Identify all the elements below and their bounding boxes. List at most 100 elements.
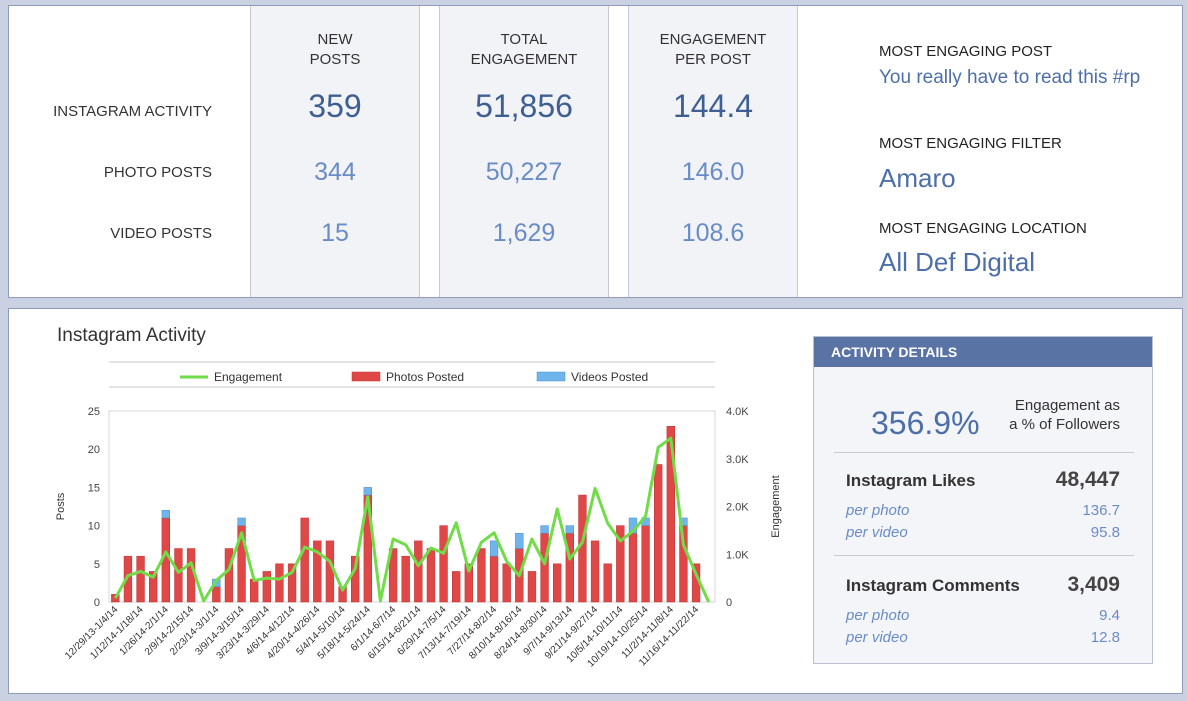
photos-bar	[502, 563, 511, 603]
photos-bar	[616, 525, 625, 603]
likes-label: Instagram Likes	[846, 471, 976, 490]
legend-photos-label: Photos Posted	[386, 370, 464, 384]
photos-bar	[275, 563, 284, 603]
videos-bar	[237, 517, 246, 526]
y-tick-label: 25	[88, 406, 100, 418]
photos-bar	[325, 540, 335, 603]
column-new-posts: NEW POSTS 359 344 15	[250, 6, 420, 297]
photos-bar	[553, 563, 562, 603]
comments-per-photo-value: 9.4	[1099, 607, 1120, 624]
photos-bar	[628, 532, 638, 603]
engagement-percent-label-line: Engagement as	[1014, 397, 1120, 414]
photos-bar	[287, 563, 297, 603]
y-tick-label: 5	[94, 559, 100, 571]
photos-bar	[313, 540, 322, 603]
most-engaging-location-value: All Def Digital	[879, 247, 1036, 277]
y-axis-title: Posts	[55, 492, 67, 520]
photos-bar	[452, 571, 461, 603]
videos-bar	[540, 525, 549, 534]
videos-bar	[161, 510, 170, 519]
new-posts-total: 359	[308, 88, 362, 124]
likes-per-photo-value: 136.7	[1082, 502, 1120, 519]
photos-bar	[439, 525, 448, 603]
videos-bar	[565, 525, 574, 534]
activity-chart: Engagement Photos Posted Videos Posted 0 5 10…	[55, 361, 782, 670]
photos-bar	[149, 571, 158, 603]
y2-tick-label: 2.0K	[726, 502, 749, 514]
photos-bar	[401, 555, 410, 603]
photos-bar	[540, 532, 549, 603]
comments-per-video-label: per video	[846, 629, 908, 646]
divider	[834, 555, 1134, 556]
engagement-per-post-video: 108.6	[681, 219, 745, 247]
legend-videos-label: Videos Posted	[571, 370, 648, 384]
photos-bar	[136, 555, 145, 603]
photos-bar	[262, 571, 271, 603]
photos-bar	[250, 578, 259, 603]
photos-bar	[174, 548, 183, 603]
column-header: NEW POSTS	[251, 30, 419, 70]
photos-bar	[212, 586, 221, 603]
photos-bar	[654, 464, 663, 603]
chart-title: Instagram Activity	[57, 325, 206, 346]
photos-bar	[590, 540, 600, 603]
y-tick-label: 20	[88, 444, 100, 456]
activity-panel: Instagram Activity Engagement Photos Post…	[8, 308, 1183, 694]
photos-bar	[123, 555, 133, 603]
y-tick-label: 15	[88, 482, 100, 494]
videos-bar	[363, 487, 372, 496]
divider	[834, 452, 1134, 453]
likes-total: 48,447	[1055, 468, 1120, 491]
photos-bar	[388, 548, 398, 603]
column-engagement-per-post: ENGAGEMENT PER POST 144.4 146.0 108.6	[628, 6, 798, 297]
comments-per-photo-label: per photo	[846, 607, 910, 624]
activity-details-header: ACTIVITY DETAILS	[814, 337, 1152, 367]
comments-label: Instagram Comments	[846, 576, 1020, 595]
most-engaging-post-link[interactable]: You really have to read this #rp	[879, 67, 1141, 88]
photos-bar	[224, 548, 234, 603]
videos-bar	[515, 532, 524, 549]
y2-axis-title: Engagement	[770, 475, 782, 537]
likes-per-photo-label: per photo	[846, 502, 910, 519]
legend-videos-swatch	[536, 371, 566, 382]
likes-per-video-value: 95.8	[1090, 524, 1120, 541]
photos-bar	[578, 494, 587, 603]
photos-bar	[300, 517, 309, 603]
engagement-percent-label: Engagement as a % of Followers	[960, 396, 1120, 434]
photos-bar	[426, 548, 436, 603]
engagement-percent-label-line: a % of Followers	[1009, 416, 1120, 433]
y-tick-label: 0	[94, 597, 100, 609]
column-header-line: NEW	[317, 31, 353, 48]
row-label-video-posts: VIDEO POSTS	[110, 225, 212, 242]
new-posts-photo: 344	[314, 158, 356, 186]
column-header: TOTAL ENGAGEMENT	[440, 30, 608, 70]
most-engaging-post-label: MOST ENGAGING POST	[879, 43, 1053, 60]
activity-details-box: ACTIVITY DETAILS 356.9% Engagement as a …	[813, 336, 1153, 664]
row-label-instagram-activity: INSTAGRAM ACTIVITY	[53, 103, 212, 120]
y2-tick-label: 1.0K	[726, 549, 749, 561]
comments-per-video-value: 12.8	[1090, 629, 1120, 646]
column-header-line: PER POST	[675, 51, 751, 68]
videos-bar	[489, 540, 499, 557]
column-header-line: TOTAL	[500, 31, 548, 48]
photos-bar	[603, 563, 612, 603]
most-engaging-location-label: MOST ENGAGING LOCATION	[879, 220, 1087, 237]
photos-bar	[477, 548, 486, 603]
legend-photos-swatch	[351, 371, 381, 382]
column-header-line: POSTS	[309, 51, 361, 68]
photos-bar	[641, 525, 650, 603]
y2-tick-label: 4.0K	[726, 406, 749, 418]
y2-tick-label: 3.0K	[726, 454, 749, 466]
y-tick-label: 10	[88, 521, 100, 533]
comments-total: 3,409	[1067, 573, 1120, 596]
legend-engagement-label: Engagement	[214, 370, 283, 384]
column-header-line: ENGAGEMENT	[659, 31, 767, 48]
photos-bar	[666, 426, 675, 603]
summary-panel: INSTAGRAM ACTIVITY PHOTO POSTS VIDEO POS…	[8, 5, 1183, 298]
plot-area	[108, 410, 716, 603]
likes-per-video-label: per video	[846, 524, 908, 541]
total-engagement-video: 1,629	[492, 219, 556, 247]
row-label-photo-posts: PHOTO POSTS	[103, 164, 212, 181]
photos-bar	[489, 555, 499, 603]
engagement-per-post-total: 144.4	[672, 88, 754, 124]
